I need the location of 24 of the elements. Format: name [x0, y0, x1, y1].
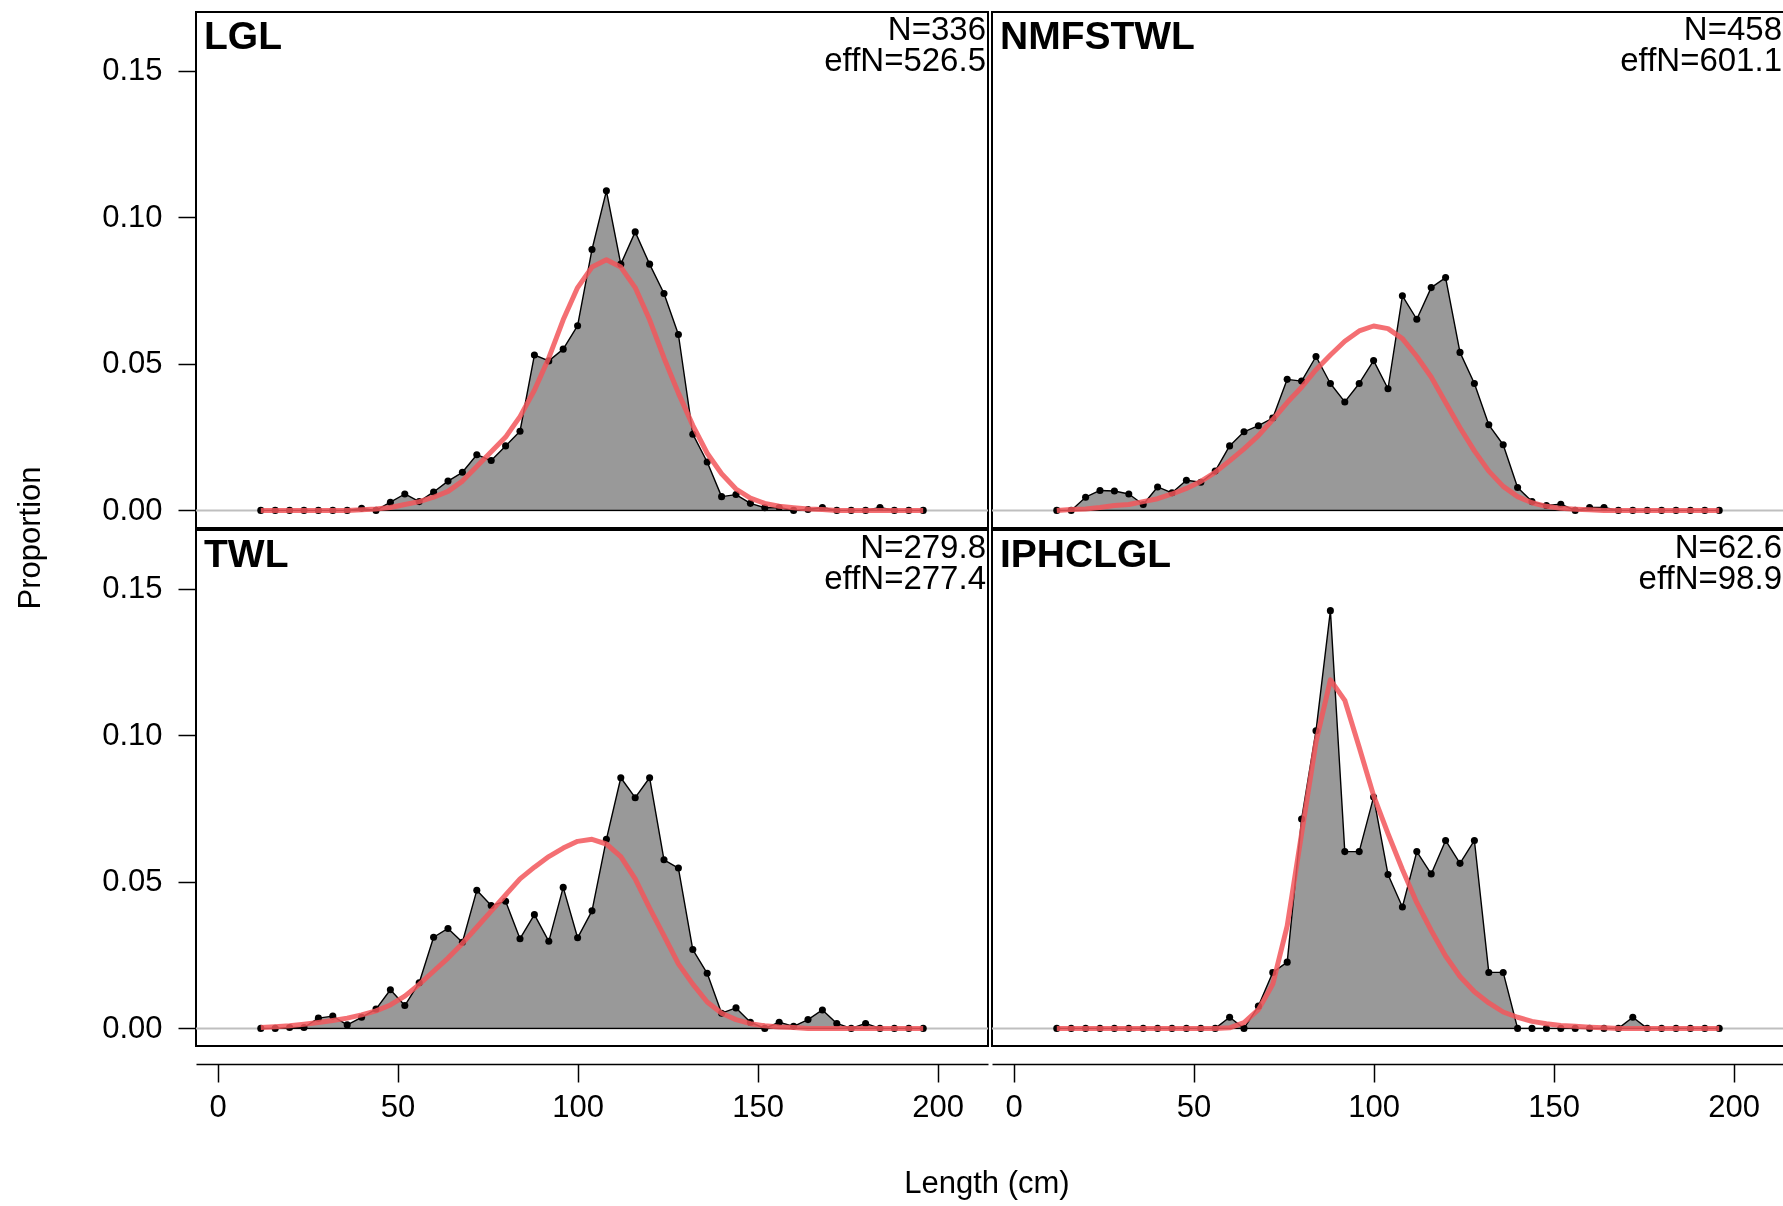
x-tick-label: 150 — [1528, 1088, 1580, 1124]
y-axis-title: Proportion — [12, 466, 48, 610]
y-tick-label: 0.05 — [102, 863, 163, 899]
y-tick-label: 0.00 — [102, 491, 163, 527]
x-tick-label: 100 — [1348, 1088, 1400, 1124]
y-tick-label: 0.00 — [102, 1009, 163, 1045]
y-tick-label: 0.15 — [102, 52, 163, 88]
y-tick-label: 0.10 — [102, 716, 163, 752]
chart-title: LGL — [204, 14, 282, 57]
chart-title: IPHCLGL — [1000, 532, 1172, 575]
y-tick-label: 0.05 — [102, 345, 163, 381]
x-tick-label: 100 — [552, 1088, 604, 1124]
y-tick-label: 0.15 — [102, 570, 163, 606]
x-tick-label: 200 — [1708, 1088, 1760, 1124]
chart-title: TWL — [204, 532, 289, 575]
chart-title: NMFSTWL — [1000, 14, 1195, 57]
x-tick-label: 200 — [912, 1088, 964, 1124]
x-axis-title: Length (cm) — [904, 1165, 1070, 1201]
x-tick-label: 150 — [732, 1088, 784, 1124]
x-tick-label: 50 — [1176, 1088, 1212, 1124]
x-tick-label: 0 — [209, 1088, 227, 1124]
x-tick-label: 0 — [1005, 1088, 1023, 1124]
x-tick-label: 50 — [380, 1088, 416, 1124]
y-tick-label: 0.10 — [102, 198, 163, 234]
